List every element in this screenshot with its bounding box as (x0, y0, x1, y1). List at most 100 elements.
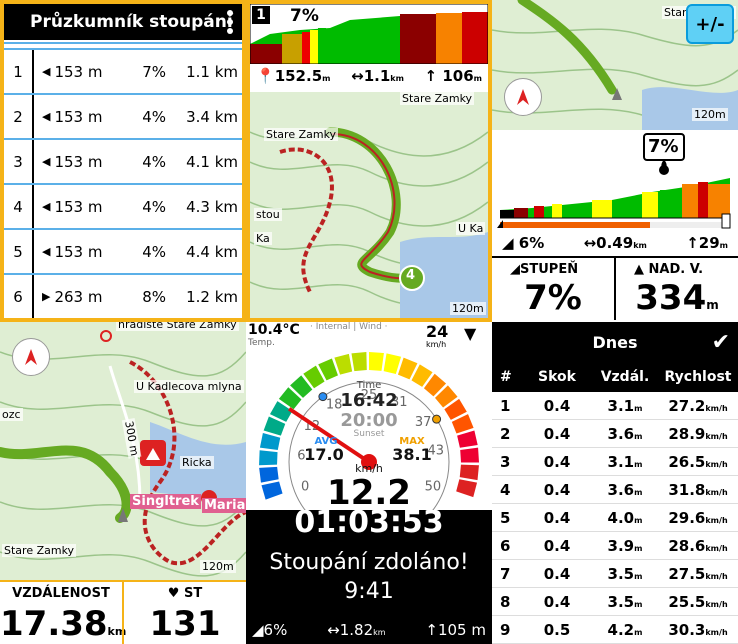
climb-length: 4.4 km (186, 242, 238, 261)
elevation-stat: 📍152.5m (256, 67, 331, 85)
climb-row[interactable]: 2 ◀ 153 m 4% 3.4 km (4, 95, 242, 140)
climb-index: 1 (4, 50, 34, 93)
compass-icon[interactable] (12, 338, 50, 376)
laps-columns: # Skok Vzdál. Rychlost (492, 362, 738, 392)
divider (4, 42, 242, 50)
gauge-segment (278, 387, 302, 410)
climb-distance: ◀ 153 m (42, 62, 103, 81)
gauge-segment (397, 357, 418, 380)
compass-icon[interactable] (504, 78, 542, 116)
column-speed: Rychlost (664, 369, 732, 385)
direction-icon: ◀ (42, 155, 51, 168)
lap-speed: 28.6km/h (668, 536, 728, 555)
lap-number: 9 (500, 620, 511, 639)
climb-index: 5 (4, 230, 34, 273)
map-scale: 120m (692, 108, 728, 121)
climb-index: 4 (4, 185, 34, 228)
map-label: U Ka (456, 222, 486, 235)
gauge-segment (290, 375, 313, 398)
column-jump: Skok (538, 369, 576, 385)
climb-grade: 4% (142, 197, 166, 216)
gauge-segment (459, 464, 479, 481)
gauge-segment (351, 352, 367, 372)
zoom-toggle-button[interactable]: +/- (686, 4, 734, 44)
climb-summary: ◢6% ↔1.82km ↑105 m (246, 616, 492, 644)
gauge-segment (423, 373, 447, 397)
lap-speed: 29.6km/h (668, 508, 728, 527)
distance-stat: ↔1.1km (351, 67, 404, 85)
lap-row: 9 0.5 4.2m 30.3km/h (492, 616, 738, 644)
grade-stat: ◢ 6% (502, 234, 545, 252)
gauge-segment (263, 416, 286, 436)
temperature: 10.4°C (248, 322, 300, 338)
climb-number-badge-overlay: 1 (252, 6, 270, 24)
gauge-segment (411, 364, 433, 387)
gauge-segment (383, 353, 402, 375)
climb-row[interactable]: 4 ◀ 153 m 4% 4.3 km (4, 185, 242, 230)
altitude-field: ▲ NAD. V. 334m (614, 258, 738, 320)
map-view[interactable]: Stare Zamky Stare Zamky stou Ka U Ka 4 1… (250, 92, 488, 318)
lap-number: 5 (500, 508, 511, 527)
direction-icon: ◀ (42, 245, 51, 258)
heart-rate-value: 131 (149, 604, 221, 644)
lap-jump: 0.4 (543, 592, 571, 611)
gauge-tick-label: 31 (391, 395, 408, 410)
direction-icon: ◀ (42, 65, 51, 78)
climb-row[interactable]: 6 ▶ 263 m 8% 1.2 km (4, 275, 242, 318)
elevation-profile: 7% (492, 130, 738, 230)
gauge-segment (269, 401, 293, 422)
gauge-segment (369, 352, 384, 371)
lap-row: 1 0.4 3.1m 27.2km/h (492, 392, 738, 420)
grade-field-label: ◢STUPEŇ (510, 262, 579, 277)
laps-header: Dnes ✔ (492, 322, 738, 362)
gain-stat: ↑105 m (425, 621, 486, 639)
climb-stats: 📍152.5m ↔1.1km ↑ 106m (250, 64, 488, 88)
climb-length: 4.1 km (186, 152, 238, 171)
climb-distance: ◀ 153 m (42, 197, 103, 216)
check-icon[interactable]: ✔ (711, 330, 730, 355)
lap-jump: 0.4 (543, 564, 571, 583)
time-label: Time (356, 380, 381, 391)
climb-row[interactable]: 5 ◀ 153 m 4% 4.4 km (4, 230, 242, 275)
climb-grade: 8% (142, 287, 166, 306)
more-menu-icon[interactable] (224, 8, 236, 36)
climb-distance: ◀ 153 m (42, 152, 103, 171)
lap-jump: 0.4 (543, 396, 571, 415)
lap-speed: 27.5km/h (668, 564, 728, 583)
gauge-segment (451, 414, 474, 434)
laps-title: Dnes (592, 332, 638, 352)
lap-jump: 0.4 (543, 508, 571, 527)
lap-number: 3 (500, 452, 511, 471)
heart-rate-label: ♥ ST (167, 586, 203, 601)
overview-map-panel[interactable]: Stare Zamky +/- 120m (492, 0, 738, 130)
lap-distance: 3.5m (607, 592, 643, 611)
lap-number: 2 (500, 424, 511, 443)
lap-distance: 4.2m (607, 620, 643, 639)
lap-speed: 28.9km/h (668, 424, 728, 443)
elevation-stats: ◢ 6% ↔0.49km ↑29m (492, 230, 738, 258)
climb-explorer-header: Průzkumník stoupání (4, 4, 242, 40)
lap-jump: 0.5 (543, 620, 571, 639)
climb-grade-overlay: 7% (288, 6, 321, 26)
distance-field-label: VZDÁLENOST (12, 586, 110, 601)
lap-jump: 0.4 (543, 536, 571, 555)
speed-gauge-panel: 10.4°C Temp. · Internal | Wind · 24 km/h… (246, 322, 492, 644)
navigation-map-panel[interactable]: hradiste Stare Zamky U Kadlecova mlyna o… (0, 322, 246, 644)
climb-length: 1.2 km (186, 287, 238, 306)
map-label: Singltrek (130, 494, 201, 509)
lap-speed: 25.5km/h (668, 592, 728, 611)
current-time: 16:42 (340, 390, 397, 411)
message-title: Stoupání zdoláno! (269, 550, 469, 575)
wind-direction-icon: ▼ (464, 324, 477, 343)
lap-distance: 3.1m (607, 396, 643, 415)
lap-row: 8 0.4 3.5m 25.5km/h (492, 588, 738, 616)
climb-length: 1.1 km (186, 62, 238, 81)
nav-fields: VZDÁLENOST 17.38km ♥ ST 131 (0, 580, 246, 644)
climb-row[interactable]: 3 ◀ 153 m 4% 4.1 km (4, 140, 242, 185)
lap-distance: 3.5m (607, 564, 643, 583)
climb-complete-message: Stoupání zdoláno! 9:41 (246, 536, 492, 616)
climb-distance: ▶ 263 m (42, 287, 103, 306)
climb-row[interactable]: 1 ◀ 153 m 7% 1.1 km (4, 50, 242, 95)
lap-speed: 30.3km/h (668, 620, 728, 639)
direction-icon: ◀ (42, 200, 51, 213)
